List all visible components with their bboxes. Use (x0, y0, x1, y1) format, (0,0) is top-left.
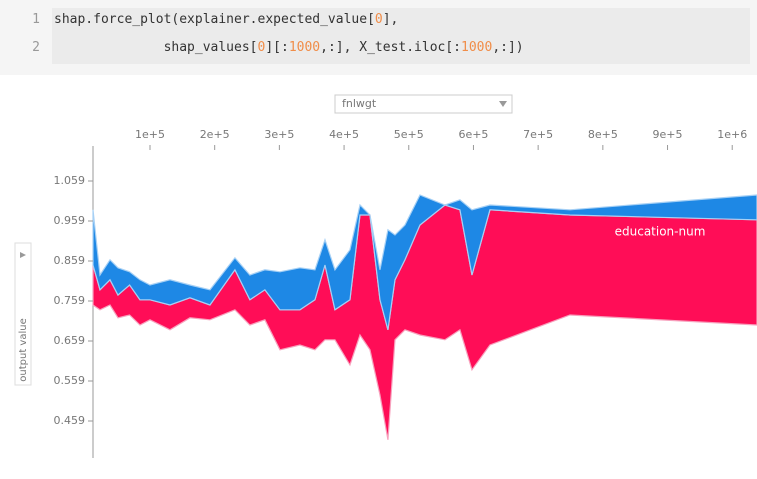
code-number: 0 (374, 12, 383, 27)
code-area (52, 8, 750, 64)
y-tick-label: 0.759 (54, 294, 86, 307)
code-line: shap.force_plot(explainer.expected_value… (54, 12, 398, 27)
x-tick-label: 8e+5 (588, 128, 618, 141)
code-line: shap_values[0][:1000,:], X_test.iloc[:10… (54, 40, 524, 55)
x-tick-label: 7e+5 (523, 128, 553, 141)
y-tick-label: 0.459 (54, 414, 86, 427)
line-number: 2 (32, 40, 40, 55)
x-tick-label: 5e+5 (394, 128, 424, 141)
x-tick-label: 9e+5 (653, 128, 683, 141)
code-text: ][: (265, 40, 289, 55)
x-tick-label: 2e+5 (200, 128, 230, 141)
code-number: 0 (257, 40, 266, 55)
y-tick-label: 0.959 (54, 214, 86, 227)
y-tick-label: 0.859 (54, 254, 86, 267)
x-tick-label: 1e+5 (135, 128, 165, 141)
code-text: shap.force_plot(explainer.expected_value… (54, 12, 375, 27)
code-text: shap_values[ (54, 40, 258, 55)
code-number: 1000 (288, 40, 321, 55)
area-band (92, 204, 757, 440)
x-tick-label: 3e+5 (264, 128, 294, 141)
code-text: ], (382, 12, 399, 27)
dropdown-arrow (499, 101, 507, 107)
x-tick-label: 4e+5 (329, 128, 359, 141)
area-band (92, 194, 757, 330)
code-cell: 1 shap.force_plot(explainer.expected_valu… (0, 0, 757, 75)
line-number: 1 (32, 12, 40, 27)
dropdown-label[interactable]: fnlwgt (342, 97, 377, 110)
ylabel-box[interactable] (14, 242, 32, 386)
dropdown[interactable] (334, 94, 513, 114)
annotation: education-num (615, 225, 706, 239)
y-tick-label: 0.659 (54, 334, 86, 347)
ylabel-arrow (20, 252, 26, 258)
y-tick-label: 0.559 (54, 374, 86, 387)
x-tick-label: 6e+5 (458, 128, 488, 141)
code-text: ,:], X_test.iloc[: (320, 40, 462, 55)
x-tick-label: 1e+6 (717, 128, 747, 141)
y-axis-label: output value (18, 318, 29, 381)
code-text: ,:]) (492, 40, 524, 55)
y-tick-label: 1.059 (54, 174, 86, 187)
code-number: 1000 (461, 40, 493, 55)
